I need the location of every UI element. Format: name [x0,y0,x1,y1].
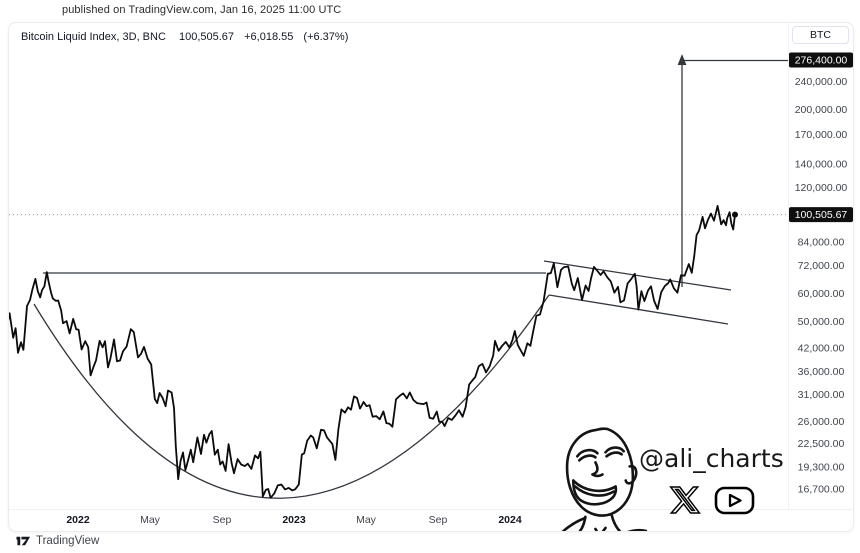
target-arrow-head [677,54,687,65]
published-caption: published on TradingView.com, Jan 16, 20… [62,4,342,16]
price-series-line [9,205,736,499]
chart-card: Bitcoin Liquid Index, 3D, BNC 100,505.67… [8,22,854,532]
price-change-pct: (+6.37%) [303,31,349,43]
x-axis-tick-label: 2022 [66,514,90,526]
laughing-man-face-drawing [561,427,648,531]
price-change-abs: +6,018.55 [244,31,294,43]
last-price-dot [732,211,738,218]
y-axis-tick-label: 120,000.00 [795,182,848,194]
x-axis-tick-label: 2023 [282,514,306,526]
last-price-badge-label: 100,505.67 [795,209,848,221]
chart-plot[interactable]: 240,000.00 200,000.00 170,000.00 140,000.00… [9,23,853,531]
tradingview-logo-icon [16,536,31,546]
flag-channel-upper-line [543,260,732,291]
last-price-value: 100,505.67 [178,31,235,43]
symbol-title: Bitcoin Liquid Index, 3D, BNC [21,31,166,43]
y-axis-tick-label: 50,000.00 [798,316,845,328]
signature-handle: @ali_charts [639,444,784,473]
y-axis-tick-label: 200,000.00 [795,104,848,116]
target-price-badge-label: 276,400.00 [795,54,848,66]
y-axis-tick-label: 170,000.00 [795,129,848,141]
x-axis-tick-label: May [140,514,161,526]
chart-legend-row: Bitcoin Liquid Index, 3D, BNC 100,505.67… [21,31,348,43]
x-axis-tick-label: Sep [429,514,448,526]
x-twitter-icon [669,486,701,514]
y-axis-tick-label: 240,000.00 [795,76,848,88]
y-axis-tick-label: 42,000.00 [798,343,845,355]
x-axis-tick-label: Sep [213,514,232,526]
target-price-badge [789,52,853,68]
plot-area[interactable] [9,23,788,509]
y-axis-tick-label: 19,300.00 [798,461,845,473]
x-axis-tick-label: 2024 [498,514,522,526]
footer-brand: TradingView [16,534,99,548]
y-axis-tick-label: 31,000.00 [798,389,845,401]
y-axis-tick-label: 140,000.00 [795,158,848,170]
y-axis-tick-label: 72,000.00 [798,260,845,272]
y-axis-tick-label: 22,500.00 [798,438,845,450]
currency-toggle-button[interactable]: BTC [792,26,849,44]
last-price-badge [789,207,853,223]
y-axis-tick-label: 26,000.00 [798,416,845,428]
y-axis-tick-label: 84,000.00 [798,237,845,249]
y-axis-tick-label: 16,700.00 [798,483,845,495]
footer-brand-label: TradingView [36,535,100,547]
cup-arc [33,294,550,499]
y-axis-tick-label: 60,000.00 [798,288,845,300]
youtube-icon [714,486,755,515]
y-axis-tick-label: 36,000.00 [798,366,845,378]
x-axis-tick-label: May [356,514,377,526]
